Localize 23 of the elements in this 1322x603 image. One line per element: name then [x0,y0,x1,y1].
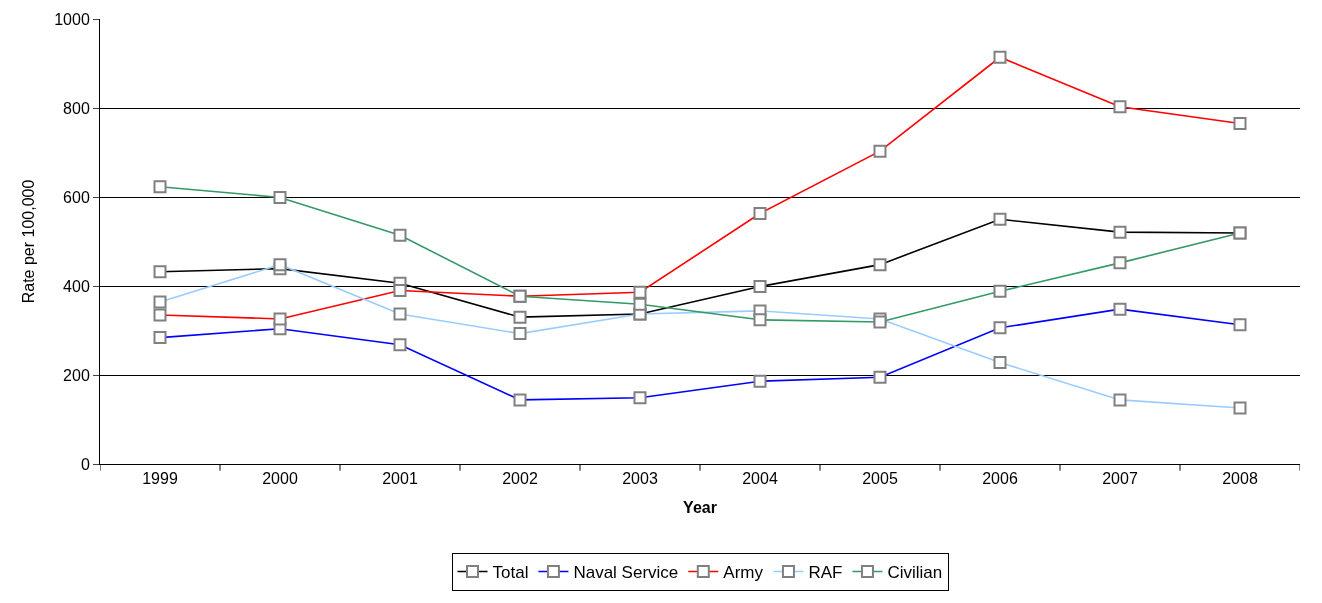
x-tick-label: 2008 [1222,470,1258,488]
x-tick-label: 2003 [622,470,658,488]
legend-label: Army [723,563,764,583]
x-tick-label: 1999 [142,470,178,488]
y-tick-label: 400 [63,277,90,295]
x-tick-label: 2004 [742,470,778,488]
x-tick-label: 2002 [502,470,538,488]
y-tick-label: 0 [80,455,90,473]
x-tick-label: 2006 [982,470,1018,488]
legend-label: RAF [808,563,843,583]
legend-label: Civilian [887,563,943,583]
y-tick-label: 200 [63,366,90,384]
legend-label: Naval Service [573,563,679,583]
x-tick-label: 2005 [862,470,898,488]
x-tick-label: 2001 [382,470,418,488]
legend-label: Total [492,563,529,583]
y-axis-title: Rate per 100,000 [20,179,38,304]
x-axis-title: Year [683,498,717,516]
x-tick-label: 2000 [262,470,298,488]
y-tick-label: 800 [63,99,90,117]
y-tick-label: 600 [63,188,90,206]
x-tick-label: 2007 [1102,470,1138,488]
y-tick-label: 1000 [54,10,90,28]
